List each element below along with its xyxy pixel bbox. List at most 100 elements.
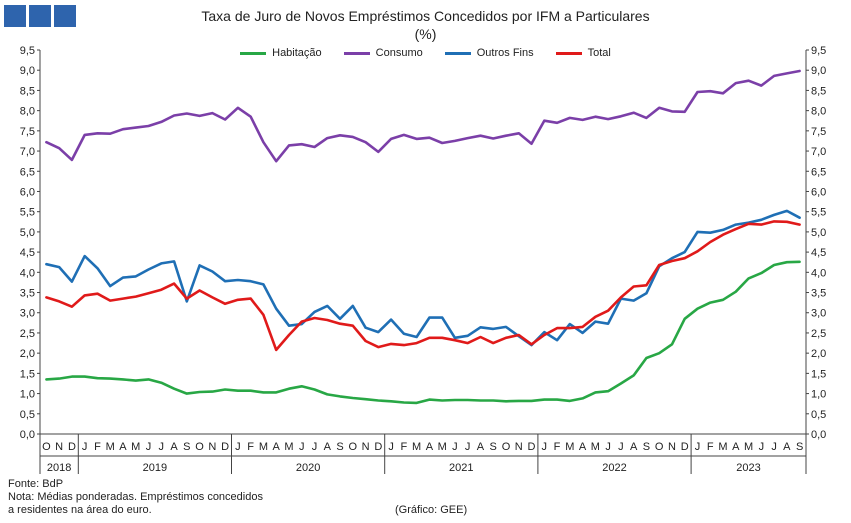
legend-item-total: Total (555, 47, 611, 59)
series-line-consumo (45, 69, 801, 163)
y-tick-label-right: 1,0 (811, 389, 826, 401)
x-month-label: A (579, 441, 587, 453)
x-month-label: M (591, 441, 600, 453)
y-tick-label-right: 3,0 (811, 308, 826, 320)
y-tick-label-left: 7,0 (20, 146, 35, 158)
x-month-label: N (362, 441, 370, 453)
x-year-label: 2020 (296, 462, 320, 474)
x-month-label: M (284, 441, 293, 453)
y-tick-label-right: 2,0 (811, 348, 826, 360)
x-month-label: N (668, 441, 676, 453)
footer-source: Fonte: BdP (8, 478, 64, 490)
y-tick-label-right: 8,0 (811, 106, 826, 118)
y-tick-label-right: 0,0 (811, 429, 826, 441)
x-month-label: N (515, 441, 523, 453)
legend-label-habitacao: Habitação (272, 47, 322, 59)
x-month-label: J (759, 441, 765, 453)
y-tick-label-left: 5,5 (20, 207, 35, 219)
x-month-label: J (82, 441, 88, 453)
x-month-label: J (695, 441, 701, 453)
x-month-label: N (208, 441, 216, 453)
y-tick-label-left: 3,5 (20, 288, 35, 300)
x-month-label: J (605, 441, 611, 453)
x-month-label: A (630, 441, 638, 453)
x-month-label: S (643, 441, 650, 453)
x-month-label: A (119, 441, 127, 453)
legend-label-consumo: Consumo (375, 47, 423, 59)
y-tick-label-left: 0,0 (20, 429, 35, 441)
y-tick-label-right: 7,0 (811, 146, 826, 158)
y-tick-label-right: 6,0 (811, 186, 826, 198)
legend-swatch-habitacao (240, 51, 267, 55)
y-tick-label-left: 8,0 (20, 106, 35, 118)
x-month-label: M (131, 441, 140, 453)
legend-item-outros-fins: Outros Fins (444, 47, 534, 59)
x-month-label: O (42, 441, 51, 453)
x-month-label: J (542, 441, 548, 453)
x-month-label: O (195, 441, 204, 453)
y-tick-label-left: 7,5 (20, 126, 35, 138)
x-year-label: 2019 (143, 462, 167, 474)
chart-title: Taxa de Juro de Novos Empréstimos Conced… (201, 8, 650, 24)
y-tick-label-left: 4,5 (20, 247, 35, 259)
x-month-label: M (718, 441, 727, 453)
x-month-label: J (618, 441, 624, 453)
y-tick-label-left: 3,0 (20, 308, 35, 320)
x-month-label: J (159, 441, 165, 453)
y-tick-label-right: 6,5 (811, 166, 826, 178)
x-month-label: M (412, 441, 421, 453)
x-month-label: F (94, 441, 101, 453)
legend-item-habitacao: Habitação (240, 47, 322, 59)
x-month-label: S (796, 441, 803, 453)
x-month-label: F (400, 441, 407, 453)
y-tick-label-left: 1,0 (20, 389, 35, 401)
x-month-label: J (388, 441, 394, 453)
y-tick-label-left: 0,5 (20, 409, 35, 421)
x-month-label: M (744, 441, 753, 453)
y-tick-label-left: 8,5 (20, 85, 35, 97)
x-month-label: J (146, 441, 152, 453)
x-month-label: M (565, 441, 574, 453)
x-month-label: F (554, 441, 561, 453)
y-tick-label-left: 1,5 (20, 368, 35, 380)
x-month-label: J (235, 441, 241, 453)
y-tick-label-right: 9,5 (811, 45, 826, 57)
x-month-label: M (438, 441, 447, 453)
x-month-label: A (426, 441, 434, 453)
x-month-label: J (771, 441, 777, 453)
y-tick-label-right: 4,5 (811, 247, 826, 259)
footer-note-line1: Nota: Médias ponderadas. Empréstimos con… (8, 491, 263, 503)
series-line-habitacao (45, 260, 801, 405)
x-month-label: D (528, 441, 536, 453)
x-month-label: J (312, 441, 318, 453)
y-tick-label-right: 8,5 (811, 85, 826, 97)
x-month-label: F (707, 441, 714, 453)
footer-note-line2: a residentes na área do euro. (8, 504, 152, 516)
x-month-label: A (273, 441, 281, 453)
y-tick-label-right: 0,5 (811, 409, 826, 421)
x-month-label: J (299, 441, 305, 453)
legend-swatch-consumo (343, 51, 370, 55)
gee-logo (4, 5, 76, 27)
x-month-label: M (106, 441, 115, 453)
y-tick-label-right: 3,5 (811, 288, 826, 300)
y-tick-label-right: 5,0 (811, 227, 826, 239)
y-tick-label-left: 9,5 (20, 45, 35, 57)
legend-item-consumo: Consumo (343, 47, 423, 59)
y-tick-label-left: 2,0 (20, 348, 35, 360)
x-month-label: F (247, 441, 254, 453)
series-line-total (45, 220, 801, 352)
y-tick-label-left: 5,0 (20, 227, 35, 239)
x-year-label: 2022 (602, 462, 626, 474)
y-tick-label-left: 2,5 (20, 328, 35, 340)
x-month-label: O (502, 441, 511, 453)
x-year-label: 2021 (449, 462, 473, 474)
y-tick-label-left: 6,5 (20, 166, 35, 178)
y-tick-label-right: 2,5 (811, 328, 826, 340)
x-year-label: 2018 (47, 462, 71, 474)
x-month-label: A (324, 441, 332, 453)
footer-credit: (Gráfico: GEE) (395, 504, 468, 516)
x-month-label: D (221, 441, 229, 453)
x-month-label: S (336, 441, 343, 453)
